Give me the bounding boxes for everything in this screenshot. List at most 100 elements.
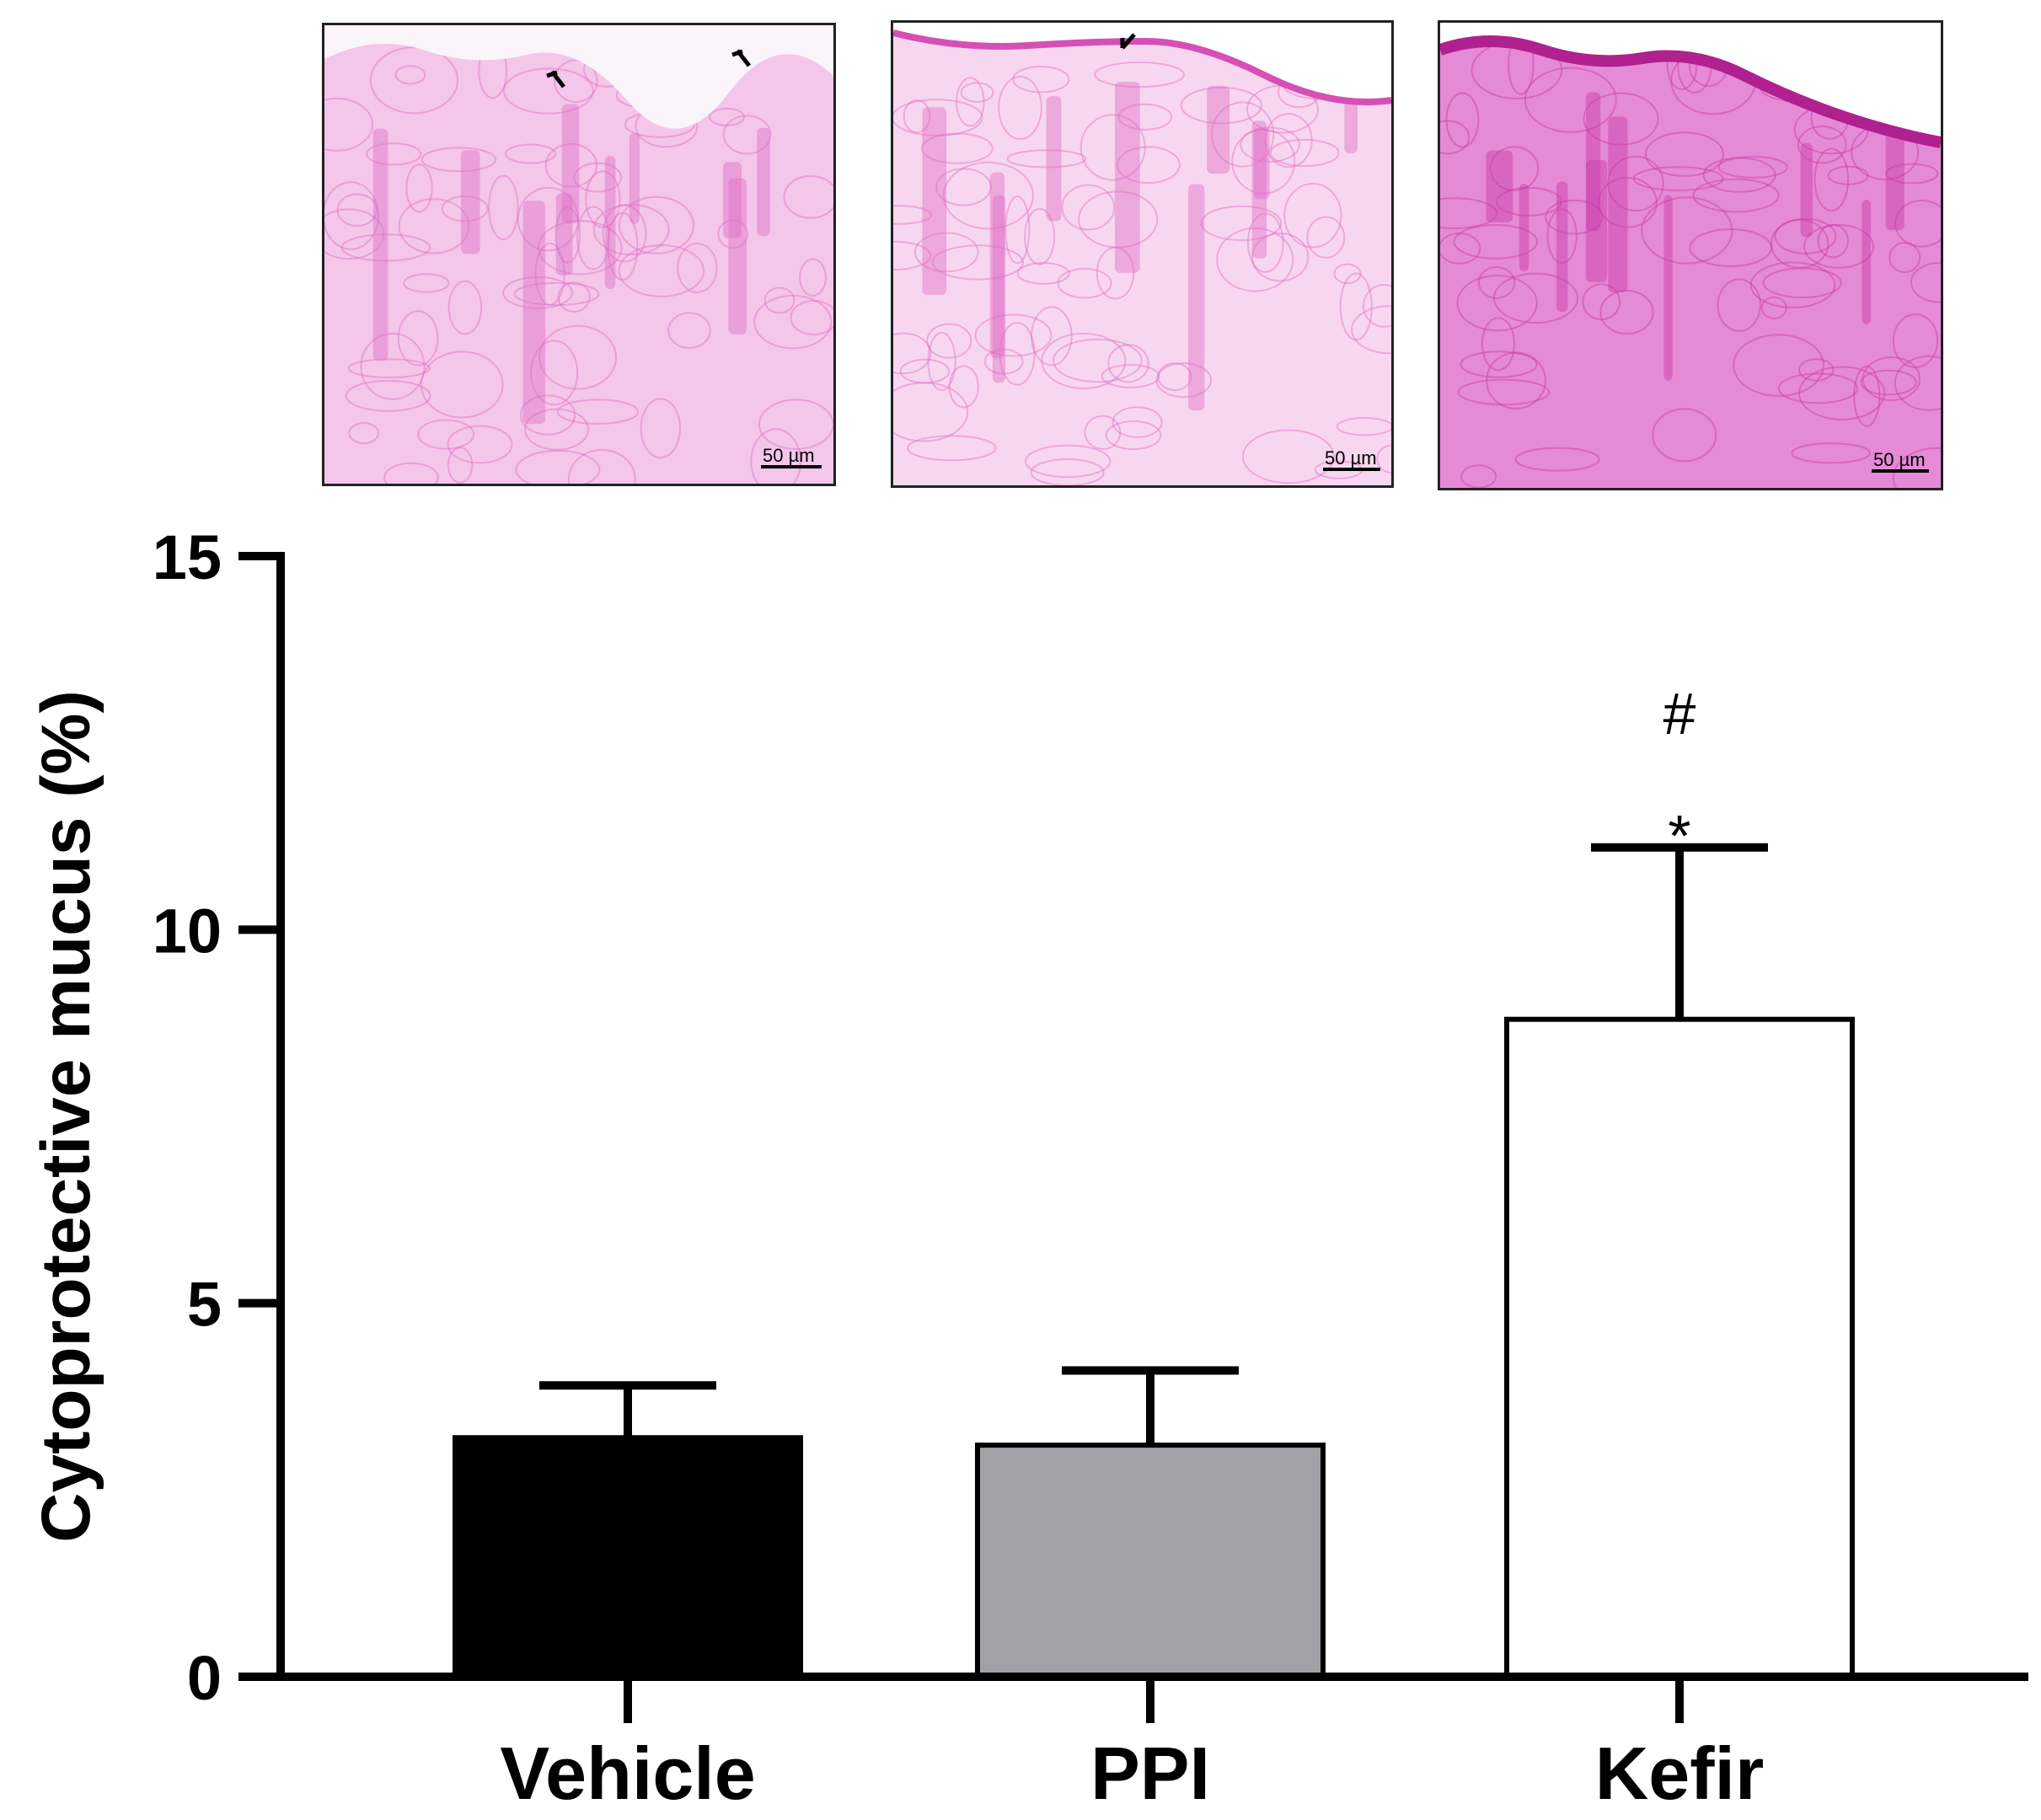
tissue-cell xyxy=(1460,464,1497,488)
tissue-cell xyxy=(592,203,670,256)
tissue-cell xyxy=(1477,266,1516,299)
tissue-cell xyxy=(893,332,932,375)
tissue-cell xyxy=(1101,364,1160,388)
tissue-cell xyxy=(960,82,994,103)
tissue-cell xyxy=(524,408,590,451)
arrow-icon xyxy=(731,49,751,67)
tissue-cell xyxy=(1157,362,1192,392)
tissue-cell xyxy=(1481,317,1516,372)
tissue-cell xyxy=(398,198,470,254)
gland-column xyxy=(992,195,1005,383)
gland-column xyxy=(522,201,546,425)
mucus-lining xyxy=(893,29,1391,105)
micrograph-kefir: 50 µm xyxy=(1438,20,1943,490)
tissue-cell xyxy=(347,358,431,379)
tissue-cell xyxy=(515,449,601,484)
tissue-cell xyxy=(420,351,504,419)
micrograph-ppi-image: 50 µm xyxy=(893,23,1391,485)
scale-bar-label: 50 µm xyxy=(1873,449,1926,470)
tissue-cell xyxy=(799,258,827,297)
tissue-cell xyxy=(1264,113,1313,169)
tissue-cell xyxy=(345,379,431,412)
tissue-cell xyxy=(1155,362,1213,399)
tissue-cell xyxy=(1760,296,1787,319)
x-tick-label: PPI xyxy=(1090,1732,1210,1815)
tissue-cell xyxy=(538,220,623,276)
tissue-cell xyxy=(1180,86,1263,125)
tissue-cell xyxy=(783,174,833,219)
gland-column xyxy=(461,150,480,254)
tissue-cell xyxy=(1246,212,1284,273)
tissue-cell xyxy=(1339,272,1373,341)
tissue-cell xyxy=(1813,147,1850,212)
tissue-cell xyxy=(983,348,1024,375)
tissue-cell xyxy=(1598,177,1658,228)
gland-column xyxy=(1663,195,1673,381)
tissue-cell xyxy=(1241,429,1335,484)
tissue-cell xyxy=(1885,163,1939,185)
tissue-cell xyxy=(417,419,474,450)
tissue-cell xyxy=(1440,120,1470,155)
tissue-cell xyxy=(1762,267,1842,298)
tissue-cell xyxy=(893,382,969,442)
tissue-cell xyxy=(763,286,796,314)
tissue-cell xyxy=(360,332,426,400)
tissue-cell xyxy=(1546,208,1578,265)
tissue-cell xyxy=(1717,278,1761,332)
tissue-cell xyxy=(607,211,639,281)
tissue-cell xyxy=(1240,126,1300,163)
arrow-icon xyxy=(546,70,565,88)
tissue-cell xyxy=(753,294,833,350)
tissue-cell xyxy=(1012,65,1070,94)
tissue-cell xyxy=(899,358,951,384)
tissue-cell xyxy=(750,428,801,484)
tissue-cell xyxy=(324,208,385,260)
gland-column xyxy=(629,132,640,224)
tissue-cell xyxy=(1200,205,1283,242)
tissue-cell xyxy=(369,46,458,115)
arrow-icon xyxy=(1120,33,1136,50)
y-ticks-group: 0 5 10 15 xyxy=(153,522,281,1713)
tissue-cell xyxy=(927,331,956,392)
tissue-cell xyxy=(502,276,574,309)
tissue-cell xyxy=(447,425,513,464)
tissue-cell xyxy=(1079,114,1146,181)
tissue-cell xyxy=(1117,103,1173,131)
tissue-cell xyxy=(1892,447,1941,488)
gland-column xyxy=(1585,159,1608,282)
gland-column xyxy=(1556,181,1568,313)
tissue-cell xyxy=(618,195,695,254)
annotations-group: *# xyxy=(1663,681,1696,869)
tissue-cell xyxy=(1486,351,1546,410)
tissue-cell xyxy=(421,147,497,173)
gland-column xyxy=(1114,82,1140,273)
tissue-cell xyxy=(1910,262,1941,303)
tissue-cell xyxy=(1770,219,1829,269)
gland-column xyxy=(1188,184,1205,411)
tissue-cell xyxy=(1717,155,1788,179)
scale-bar-label: 50 µm xyxy=(1325,447,1377,468)
tissue-background xyxy=(893,23,1391,485)
tissue-cell xyxy=(974,313,1053,357)
tissue-cell xyxy=(1860,369,1917,396)
tissue-cell xyxy=(1797,358,1835,382)
gland-column xyxy=(1800,142,1813,238)
tissue-cell xyxy=(1105,420,1162,451)
tissue-cell xyxy=(447,447,474,484)
tissue-cell xyxy=(517,186,580,252)
tissue-cell xyxy=(556,399,640,426)
gland-column xyxy=(1862,199,1872,324)
tissue-cell xyxy=(903,99,931,134)
tissue-cell xyxy=(708,107,746,126)
tissue-cell xyxy=(585,170,621,228)
tissue-cell xyxy=(503,67,594,115)
tissue-cell xyxy=(1514,447,1600,472)
tissue-cell xyxy=(1306,216,1346,259)
tissue-cell xyxy=(1652,408,1717,463)
tissue-texture xyxy=(893,61,1391,485)
tissue-cell xyxy=(1211,101,1275,168)
tissue-cell xyxy=(1892,313,1939,368)
tissue-cell xyxy=(534,242,565,306)
tissue-cell xyxy=(403,273,450,293)
